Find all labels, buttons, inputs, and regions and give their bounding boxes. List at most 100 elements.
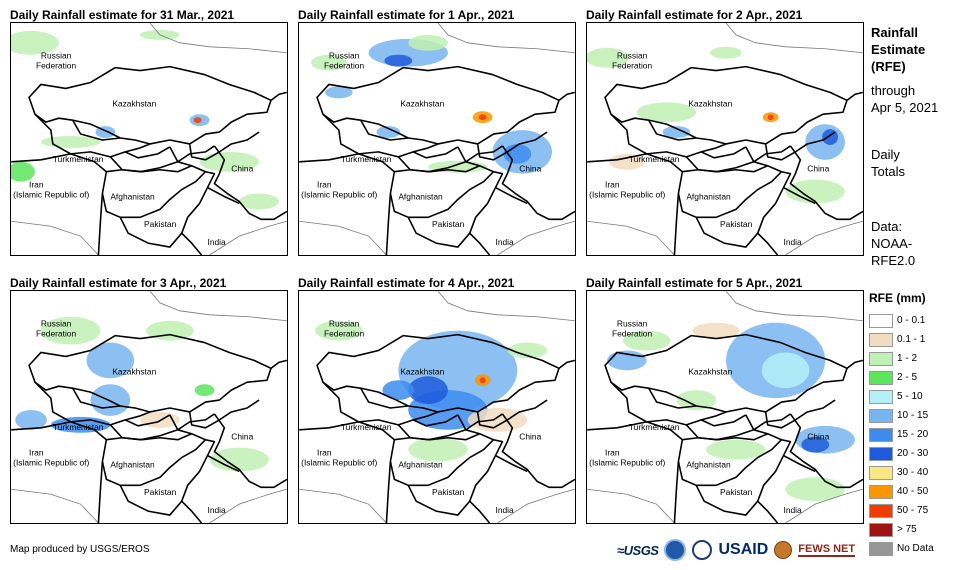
rainfall-area — [199, 151, 260, 172]
legend-label: 0.1 - 1 — [897, 334, 926, 345]
rainfall-area — [40, 316, 101, 345]
rainfall-area — [609, 153, 645, 170]
region-border — [495, 454, 528, 473]
legend-label: 30 - 40 — [897, 467, 929, 478]
country-label: Pakistan — [720, 219, 753, 229]
region-border — [188, 399, 260, 429]
legend-label: 10 - 15 — [897, 410, 929, 421]
region-border — [124, 414, 171, 427]
legend-swatch — [869, 389, 893, 404]
country-label: Iran — [29, 448, 44, 458]
sidebar-title-line: (RFE) — [871, 59, 906, 74]
country-border — [497, 220, 575, 255]
rainfall-area — [507, 342, 548, 359]
legend-swatch — [869, 446, 893, 461]
region-border — [28, 333, 272, 413]
region-border — [322, 113, 439, 158]
country-border — [785, 488, 863, 523]
legend-item: 2 - 5 — [869, 368, 965, 387]
country-label: India — [495, 237, 514, 247]
country-label: Turkmenistan — [341, 154, 392, 164]
country-label: Russian — [41, 319, 72, 329]
region-border — [604, 65, 848, 145]
region-border — [846, 359, 863, 369]
region-border — [316, 333, 560, 413]
country-border — [587, 220, 675, 255]
country-label: China — [807, 432, 829, 442]
region-border — [610, 381, 727, 426]
region-border — [677, 164, 783, 219]
map-frame: Russian Federation Kazakhstan Turkmenistan I… — [298, 22, 576, 256]
region-border — [169, 414, 192, 435]
region-border — [476, 131, 548, 161]
region-border — [745, 146, 768, 167]
country-border — [497, 488, 575, 523]
country-label: Kazakhstan — [400, 98, 444, 108]
region-border — [181, 500, 203, 523]
sidebar-through-line: through — [871, 83, 916, 98]
fews-globe-icon — [774, 541, 793, 559]
country-label: Afghanistan — [398, 459, 443, 469]
region-border — [213, 413, 287, 489]
country-label: Federation — [36, 329, 77, 339]
legend-item: 50 - 75 — [869, 501, 965, 520]
rainfall-area — [587, 47, 629, 68]
legend-label: No Data — [897, 543, 934, 554]
country-border — [437, 291, 575, 322]
region-border — [11, 421, 108, 523]
rainfall-area — [15, 409, 47, 430]
country-border — [299, 220, 387, 255]
rainfall-area — [376, 126, 401, 139]
country-label: Pakistan — [144, 219, 177, 229]
region-border — [501, 145, 575, 221]
legend-item: > 75 — [869, 520, 965, 539]
region-border — [469, 500, 491, 523]
country-label: Federation — [324, 61, 365, 71]
rainfall-area — [478, 114, 487, 121]
country-label: Kazakhstan — [688, 366, 732, 376]
legend-item: 10 - 15 — [869, 406, 965, 425]
region-border — [213, 145, 287, 221]
rainfall-area — [479, 377, 486, 384]
region-border — [389, 164, 495, 219]
region-border — [299, 421, 396, 523]
region-border — [207, 186, 240, 205]
rainfall-area — [193, 117, 202, 124]
rainfall-area — [382, 380, 415, 401]
panel-title: Daily Rainfall estimate for 31 Mar., 202… — [10, 8, 235, 22]
country-label: Pakistan — [720, 487, 753, 497]
region-border — [757, 500, 779, 523]
country-label: China — [231, 164, 253, 174]
country-border — [11, 488, 99, 523]
region-border — [647, 119, 697, 141]
legend-swatch — [869, 408, 893, 423]
legend-label: > 75 — [897, 524, 917, 535]
country-label: Russian — [329, 319, 360, 329]
region-border — [604, 333, 848, 413]
region-border — [316, 65, 560, 145]
country-border — [725, 291, 863, 322]
sidebar-data-source: Data: NOAA- RFE2.0 — [871, 218, 915, 269]
country-label: China — [807, 164, 829, 174]
country-label: Iran — [317, 180, 332, 190]
country-label: Iran — [605, 448, 620, 458]
region-border — [11, 153, 108, 255]
rainfall-area — [692, 322, 740, 339]
legend-label: 15 - 20 — [897, 429, 929, 440]
legend-label: 20 - 30 — [897, 448, 929, 459]
region-border — [101, 164, 207, 219]
legend-title: RFE (mm) — [869, 291, 926, 305]
country-label: Turkmenistan — [341, 422, 392, 432]
rainfall-area — [408, 437, 468, 462]
country-label: Federation — [324, 329, 365, 339]
region-border — [34, 113, 151, 158]
country-label: Afghanistan — [110, 191, 155, 201]
country-label: Afghanistan — [686, 459, 731, 469]
region-border — [587, 153, 684, 255]
region-border — [28, 65, 272, 145]
legend-swatch — [869, 541, 893, 556]
legend-label: 5 - 10 — [897, 391, 923, 402]
region-border — [207, 454, 240, 473]
legend-label: 50 - 75 — [897, 505, 929, 516]
